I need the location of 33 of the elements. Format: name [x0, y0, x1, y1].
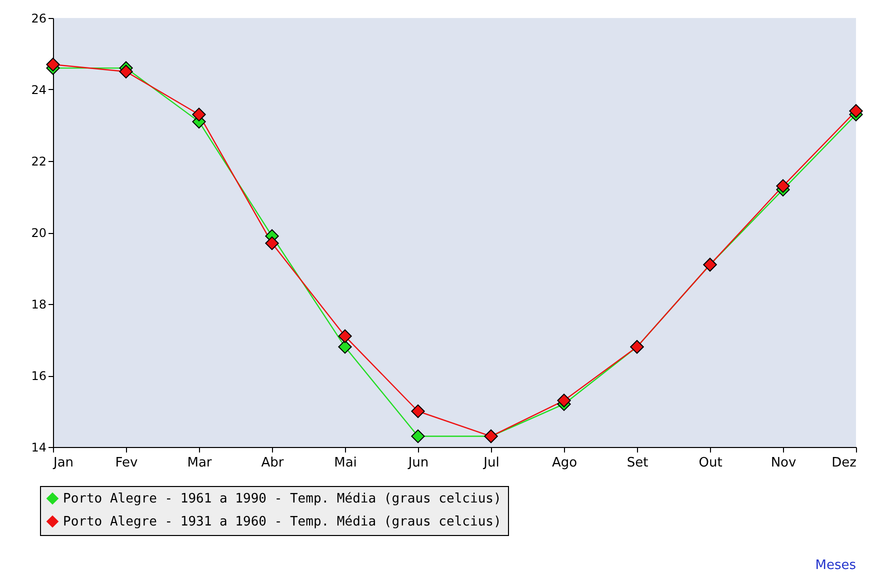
x-tick-label: Dez [832, 456, 857, 470]
y-tick-label: 20 [31, 226, 46, 240]
text: Meses [815, 558, 856, 573]
legend-label: Porto Alegre - 1961 a 1990 - Temp. Média (graus celcius) [63, 492, 502, 506]
point [411, 404, 425, 418]
y-tick-label: 22 [31, 154, 46, 168]
point [338, 329, 352, 343]
x-tick-label: Ago [552, 456, 578, 470]
y-tick-label: 24 [31, 83, 46, 97]
x-tick-label: Abr [261, 456, 284, 470]
point [265, 236, 279, 250]
x-tick-label: Mai [334, 456, 357, 470]
x-tick-label: Nov [770, 456, 796, 470]
x-tick-label: Out [698, 456, 722, 470]
x-tick-label: Mar [187, 456, 212, 470]
y-tick-label: 26 [31, 12, 46, 26]
y-tick-label: 18 [31, 298, 46, 312]
x-tick-label: Jul [482, 456, 500, 470]
x-tick-label: Set [626, 456, 648, 470]
point [192, 108, 206, 122]
point [46, 58, 60, 72]
x-tick-label: Fev [115, 456, 138, 470]
x-tick-label: Jun [407, 456, 429, 470]
point [849, 104, 863, 118]
y-tick-label: 14 [31, 440, 46, 454]
x-tick-label: Jan [52, 456, 74, 470]
point [119, 64, 133, 78]
legend-label: Porto Alegre - 1931 a 1960 - Temp. Média (graus celcius) [63, 514, 502, 530]
point [776, 179, 790, 193]
point [411, 429, 425, 444]
y-tick-label: 16 [31, 369, 46, 383]
point [557, 394, 571, 408]
point [338, 340, 352, 354]
